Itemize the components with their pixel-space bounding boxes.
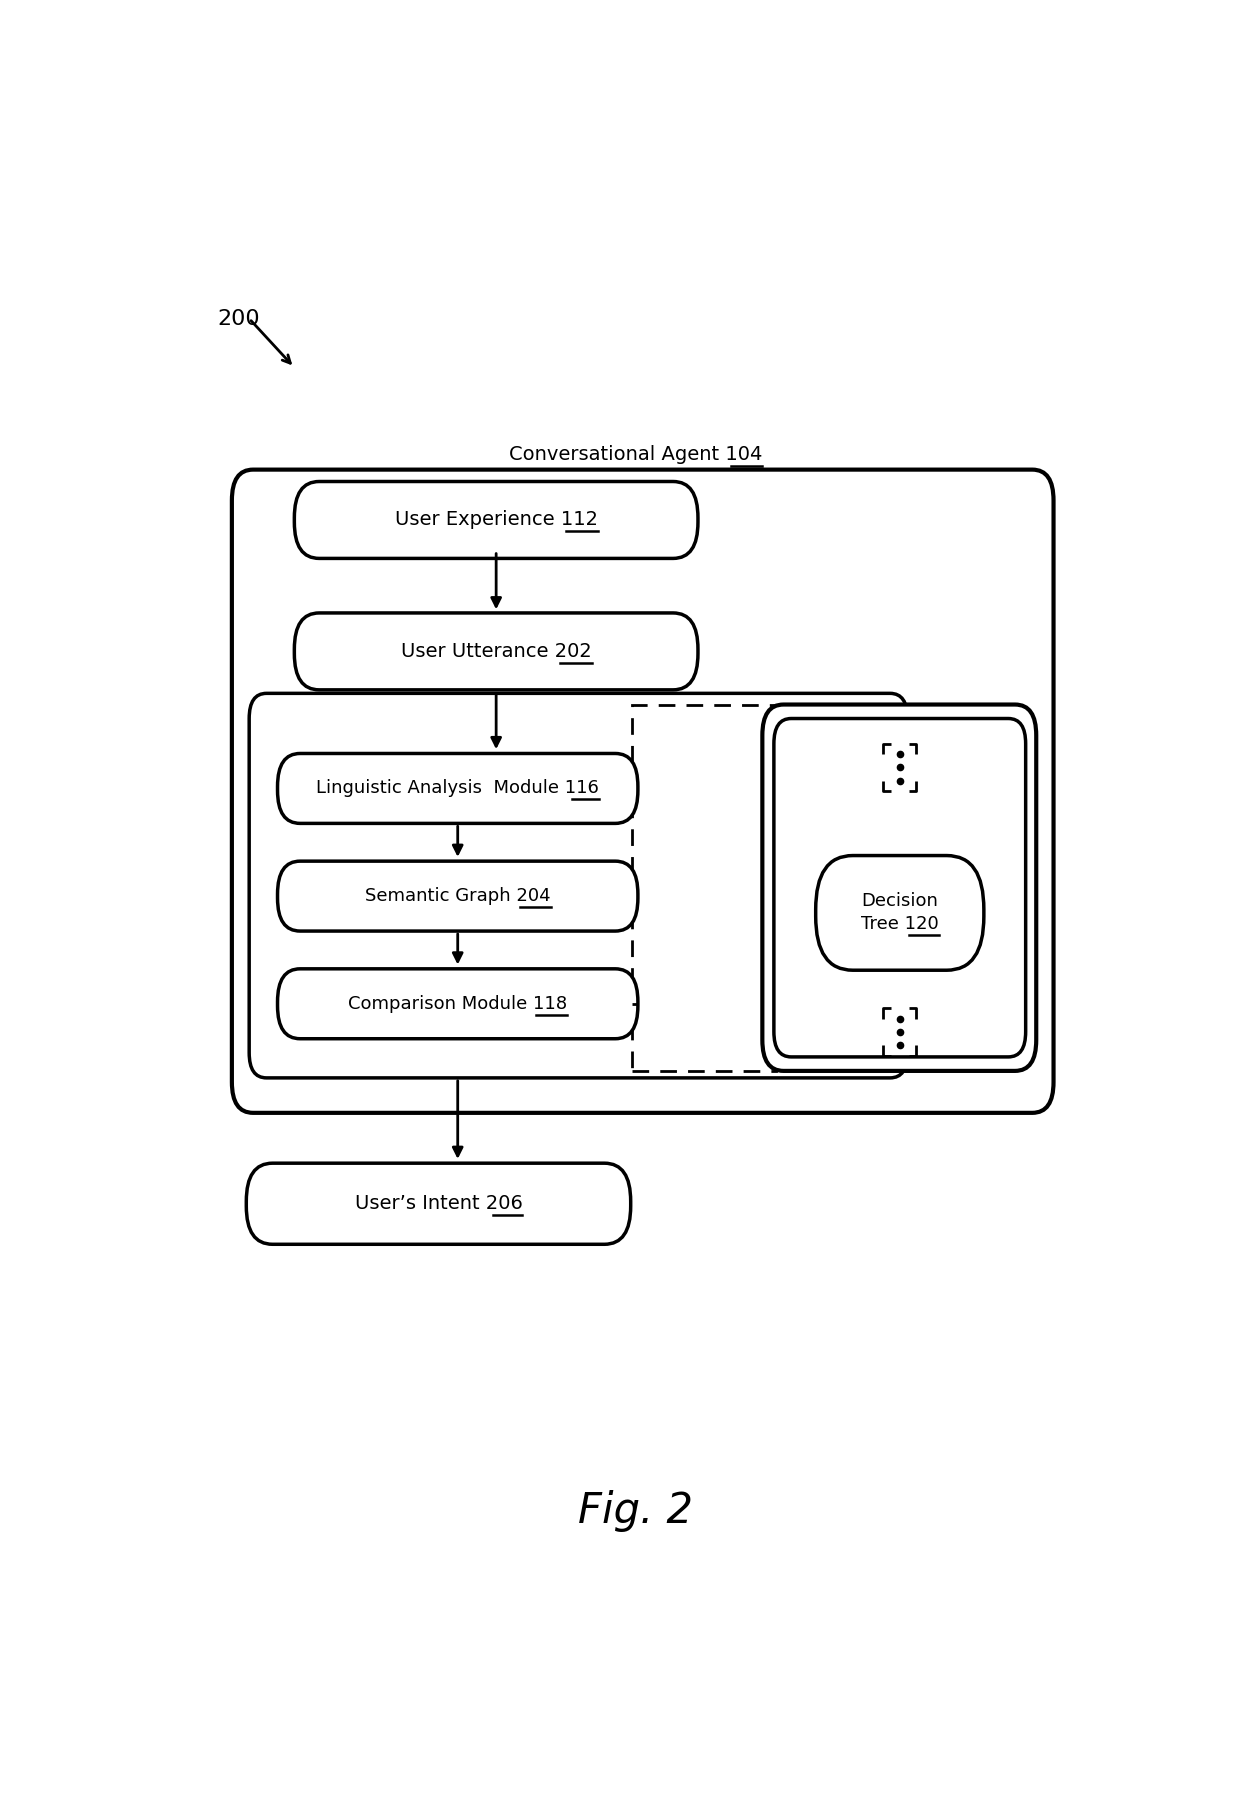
FancyBboxPatch shape xyxy=(249,694,908,1079)
Text: User’s Intent 206: User’s Intent 206 xyxy=(355,1195,522,1213)
FancyBboxPatch shape xyxy=(278,861,637,932)
Text: User Experience 112: User Experience 112 xyxy=(394,510,598,530)
Text: Linguistic Analysis  Module 116: Linguistic Analysis Module 116 xyxy=(316,779,599,797)
Text: User Utterance 202: User Utterance 202 xyxy=(401,641,591,661)
Text: Conversational Agent 104: Conversational Agent 104 xyxy=(508,445,763,465)
FancyBboxPatch shape xyxy=(278,754,637,823)
Bar xyxy=(631,705,776,1071)
Text: Comparison Module 118: Comparison Module 118 xyxy=(348,995,567,1013)
FancyBboxPatch shape xyxy=(763,705,1037,1071)
Text: Fig. 2: Fig. 2 xyxy=(578,1491,693,1533)
FancyBboxPatch shape xyxy=(294,614,698,690)
Text: Semantic Graph 204: Semantic Graph 204 xyxy=(365,886,551,904)
FancyBboxPatch shape xyxy=(232,470,1054,1113)
FancyBboxPatch shape xyxy=(294,481,698,558)
FancyBboxPatch shape xyxy=(774,719,1025,1057)
Text: 200: 200 xyxy=(217,309,260,329)
FancyBboxPatch shape xyxy=(816,855,983,970)
FancyBboxPatch shape xyxy=(278,968,637,1039)
FancyBboxPatch shape xyxy=(247,1164,631,1244)
Text: Decision
Tree 120: Decision Tree 120 xyxy=(861,892,939,933)
